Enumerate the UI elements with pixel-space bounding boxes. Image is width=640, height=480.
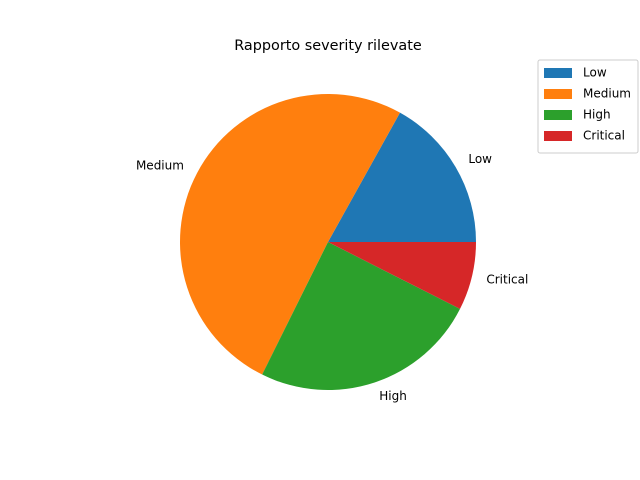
legend-swatch-high — [544, 110, 572, 120]
chart-title: Rapporto severity rilevate — [234, 38, 422, 54]
legend-frame — [537, 59, 639, 154]
pie-slice-low — [328, 112, 477, 242]
legend-label-low: Low — [583, 66, 607, 80]
pie-label-low: Low — [468, 152, 492, 166]
legend-label-high: High — [583, 108, 611, 122]
legend-swatch-critical — [544, 131, 572, 141]
legend-label-critical: Critical — [583, 129, 625, 143]
pie-slice-critical — [328, 242, 476, 309]
pie-slice-high — [262, 242, 461, 390]
pie-label-critical: Critical — [486, 272, 528, 286]
legend-label-medium: Medium — [583, 87, 631, 101]
pie-label-high: High — [379, 389, 407, 403]
pie-slice-labels: Low Medium High Critical — [136, 152, 528, 403]
pie-slice-medium — [180, 94, 400, 375]
pie-label-medium: Medium — [136, 159, 184, 173]
legend-swatch-low — [544, 68, 572, 78]
legend-swatch-medium — [544, 89, 572, 99]
pie-slices — [180, 94, 477, 390]
legend: Low Medium High Critical — [537, 59, 639, 154]
